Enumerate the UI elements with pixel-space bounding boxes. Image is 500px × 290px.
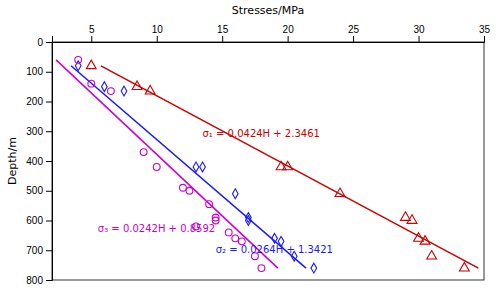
annotation: σ₂ = 0.0264H + 1.3421 [216,244,333,255]
point [193,162,199,172]
fit-line [71,66,306,268]
tick-label: 400 [26,156,43,167]
point [276,161,286,170]
point-series [75,56,265,271]
tick-label: 0 [37,37,43,48]
tick: 25 [348,24,360,42]
tick-label: 5 [89,24,95,35]
y-axis: 0 100 200 300 400 500 600 700 800 [26,37,52,286]
tick-label: 800 [26,275,43,286]
tick-mark [46,250,52,251]
annotation: σ₃ = 0.0242H + 0.8592 [98,223,215,234]
point [283,161,293,170]
tick-mark [46,221,52,222]
tick-mark [46,280,52,281]
tick-mark [484,36,485,42]
axis-line [46,43,53,281]
point [246,216,252,226]
point [180,184,187,191]
tick: 400 [26,156,52,167]
point-series [86,60,469,271]
tick: 100 [26,66,52,77]
tick: 35 [479,24,491,42]
tick-mark [46,191,52,192]
tick-mark [419,36,420,42]
point [102,82,108,92]
point [186,187,193,194]
point [427,251,437,260]
tick-mark [222,36,223,42]
tick-label: 25 [348,24,360,35]
tick-label: 300 [26,126,43,137]
point [132,81,142,90]
point [86,60,96,69]
tick: 300 [26,126,52,137]
tick-mark [353,36,354,42]
tick-mark [157,36,158,42]
marks [56,56,478,273]
tick-label: 600 [26,215,43,226]
point [153,164,160,171]
tick-mark [46,72,52,73]
annotation: σ₁ = 0.0424H + 2.3461 [203,128,320,139]
tick-label: 200 [26,96,43,107]
tick: 15 [217,24,229,42]
point [145,85,155,94]
y-axis-title: Depth/m [6,137,19,185]
point [225,229,232,236]
x-axis: 5 10 15 20 25 30 35 [53,24,491,43]
tick: 0 [37,37,52,48]
axis-line [53,36,485,43]
point [121,86,127,96]
point [140,149,147,156]
point [200,162,206,172]
tick: 700 [26,245,52,256]
tick-label: 35 [479,24,491,35]
tick: 600 [26,215,52,226]
tick: 5 [89,24,95,42]
tick: 20 [283,24,295,42]
tick-label: 30 [413,24,425,35]
tick: 800 [26,275,52,286]
chart: 5 10 15 20 25 30 35 0 100 200 300 400 500 600 700 800 σ₁… [0,0,500,290]
point [407,215,417,224]
point [232,235,239,242]
plot-frame [52,42,484,280]
tick-mark [46,161,52,162]
tick-mark [91,36,92,42]
tick-mark [46,131,52,132]
tick: 500 [26,185,52,196]
point [459,262,469,271]
point [232,189,238,199]
tick: 30 [413,24,425,42]
point [108,88,115,95]
tick: 200 [26,96,52,107]
tick-mark [46,42,52,43]
tick-label: 10 [152,24,164,35]
tick-label: 100 [26,66,43,77]
tick-label: 20 [283,24,295,35]
tick-mark [288,36,289,42]
point [88,80,95,87]
point-series [75,61,316,273]
plot-area: 5 10 15 20 25 30 35 0 100 200 300 400 500 600 700 800 σ₁… [26,24,490,286]
fit-line [101,66,478,268]
tick-label: 700 [26,245,43,256]
point [75,56,82,63]
point [311,263,317,273]
tick-label: 15 [217,24,229,35]
x-axis-title: Stresses/MPa [232,4,304,17]
point [420,236,430,245]
tick-label: 500 [26,185,43,196]
point [206,201,213,208]
tick-mark [46,102,52,103]
point [335,188,345,197]
annotations: σ₁ = 0.0424H + 2.3461 σ₂ = 0.0264H + 1.34… [98,128,333,255]
point [258,265,265,272]
point [272,233,278,243]
tick: 10 [152,24,164,42]
fit-line [56,60,278,268]
